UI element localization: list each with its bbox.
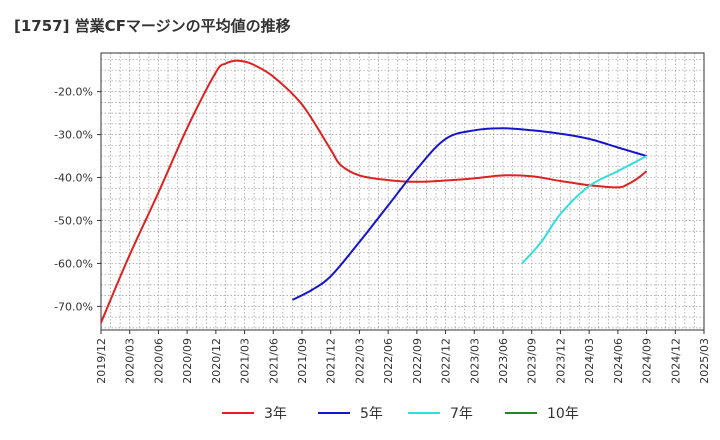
legend-label: 10年 (547, 406, 579, 422)
legend-label: 3年 (264, 406, 287, 422)
x-tick-label: 2020/09 (181, 338, 194, 384)
legend-label: 5年 (360, 406, 383, 422)
y-tick-label: -50.0% (54, 214, 93, 227)
y-tick-label: -40.0% (54, 172, 93, 185)
series-line-5年 (291, 127, 647, 301)
x-tick-label: 2023/03 (468, 338, 481, 384)
x-tick-label: 2022/09 (411, 338, 424, 384)
legend: 3年 5年 7年 10年 (222, 406, 579, 422)
x-tick-label: 2021/06 (267, 338, 280, 384)
x-tick-label: 2021/03 (239, 338, 252, 384)
x-tick-label: 2023/12 (554, 338, 567, 384)
series-line-3年 (100, 59, 648, 324)
x-tick-label: 2023/09 (526, 338, 539, 384)
x-tick-label: 2021/09 (296, 338, 309, 384)
x-tick-label: 2024/06 (612, 338, 625, 384)
x-tick-label: 2024/03 (583, 338, 596, 384)
x-tick-label: 2019/12 (95, 338, 108, 384)
grid (100, 52, 705, 331)
x-tick-label: 2022/03 (353, 338, 366, 384)
chart-title: [1757] 営業CFマージンの平均値の推移 (14, 17, 291, 35)
x-tick-label: 2021/12 (325, 338, 338, 384)
y-axis: -20.0% -30.0% -40.0% -50.0% -60.0% -70.0% (54, 86, 101, 313)
x-tick-label: 2022/06 (382, 338, 395, 384)
x-tick-label: 2020/12 (210, 338, 223, 384)
x-axis: 2019/12 2020/03 2020/06 2020/09 2020/12 2021/… (95, 330, 711, 384)
series-line-7年 (521, 155, 648, 265)
x-tick-label: 2020/03 (124, 338, 137, 384)
x-tick-label: 2025/03 (698, 338, 711, 384)
x-tick-label: 2022/12 (440, 338, 453, 384)
x-tick-label: 2024/12 (669, 338, 682, 384)
y-tick-label: -20.0% (54, 86, 93, 99)
plot-area (100, 59, 648, 324)
legend-label: 7年 (450, 406, 473, 422)
y-tick-label: -70.0% (54, 300, 93, 313)
y-tick-label: -30.0% (54, 129, 93, 142)
y-tick-label: -60.0% (54, 257, 93, 270)
x-tick-label: 2023/06 (497, 338, 510, 384)
x-tick-label: 2024/09 (641, 338, 654, 384)
x-tick-label: 2020/06 (152, 338, 165, 384)
plot-frame (100, 52, 705, 331)
